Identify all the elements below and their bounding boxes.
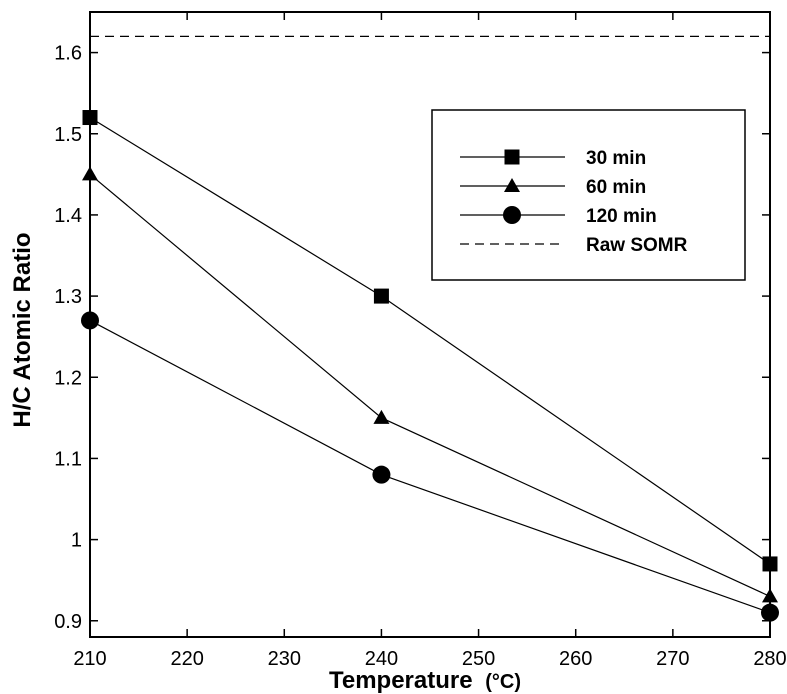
y-tick-label-2: 1.1 — [54, 448, 82, 470]
x-tick-label-5: 260 — [559, 648, 592, 670]
y-axis-title: H/C Atomic Ratio — [9, 232, 36, 427]
series-line-2 — [89, 319, 771, 614]
data-point-0-1 — [373, 288, 389, 304]
legend: 30 min 60 min 120 min Raw SOMR — [431, 109, 746, 281]
y-tick-label-6: 1.5 — [54, 124, 82, 146]
legend-box — [431, 109, 746, 281]
x-tick-label-6: 270 — [656, 648, 689, 670]
legend-label-3: Raw SOMR — [586, 235, 688, 256]
x-tick-label-0: 210 — [73, 648, 106, 670]
x-tick-label-4: 250 — [462, 648, 495, 670]
x-tick-label-2: 230 — [268, 648, 301, 670]
legend-label-1: 60 min — [586, 177, 646, 198]
legend-label-0: 30 min — [586, 148, 646, 169]
axes: 210 220 230 240 250 260 270 280 0.9 1 1.1 1.2 1.3 1.4… — [54, 11, 787, 670]
plot-area — [81, 35, 779, 622]
x-axis-title-main: Temperature — [329, 667, 473, 694]
legend-marker-2 — [503, 206, 521, 224]
y-tick-label-3: 1.2 — [54, 367, 82, 389]
y-tick-label-1: 1 — [71, 530, 82, 552]
x-axis-title: Temperature (°C) — [329, 667, 521, 694]
y-tick-label-7: 1.6 — [54, 43, 82, 65]
data-point-1-1 — [373, 409, 390, 424]
legend-marker-0 — [504, 149, 520, 165]
legend-marker-1 — [504, 178, 520, 192]
y-tick-label-4: 1.3 — [54, 286, 82, 308]
x-tick-label-3: 240 — [365, 648, 398, 670]
plot-frame — [89, 11, 771, 638]
legend-label-2: 120 min — [586, 206, 657, 227]
data-point-2-1 — [372, 465, 391, 484]
x-tick-label-1: 220 — [170, 648, 203, 670]
x-axis-title-unit: (°C) — [485, 671, 521, 693]
y-tick-label-5: 1.4 — [54, 205, 82, 227]
x-tick-label-7: 280 — [753, 648, 786, 670]
y-tick-label-0: 0.9 — [54, 611, 82, 633]
